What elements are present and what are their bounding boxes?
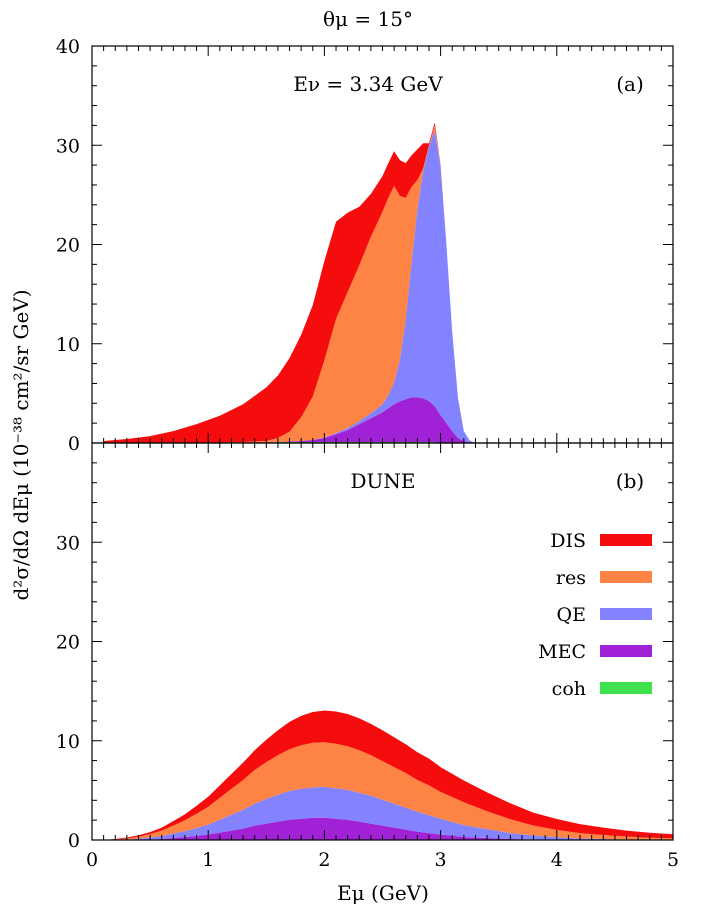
legend-swatch-QE: [600, 608, 652, 620]
legend-swatch-coh: [600, 682, 652, 694]
x-tick-label: 5: [667, 849, 679, 871]
area-DIS-panel-a: [103, 122, 476, 444]
y-tick-label: 40: [56, 36, 80, 58]
panel-b: 0 10 20 30 0 1 2 3 4 5 DUNE (b): [56, 442, 679, 871]
y-tick-label: 30: [56, 135, 80, 157]
y-tick-label: 0: [68, 830, 80, 852]
area-res-panel-a: [103, 125, 476, 444]
y-tick-label: 20: [56, 632, 80, 654]
y-tick-label: 10: [56, 334, 80, 356]
y-tick-label: 0: [68, 433, 80, 455]
legend-label-QE: QE: [557, 604, 586, 626]
legend-swatch-MEC: [600, 645, 652, 657]
legend-swatch-DIS: [600, 534, 652, 546]
legend-label-DIS: DIS: [550, 530, 586, 552]
panel-annotation: DUNE: [351, 469, 416, 493]
y-tick-label: 30: [56, 532, 80, 554]
area-res-panel-b: [103, 742, 674, 840]
x-axis-title: Eμ (GeV): [337, 881, 429, 905]
x-tick-label: 2: [318, 849, 330, 871]
legend-label-MEC: MEC: [538, 641, 586, 663]
area-MEC-panel-b: [103, 817, 674, 840]
legend: DIS res QE MEC coh: [538, 530, 652, 700]
x-tick-label: 3: [435, 849, 447, 871]
panel-label: (b): [616, 469, 644, 493]
y-tick-label: 20: [56, 235, 80, 257]
panel-a: 0 10 20 30 40 Eν = 3.34 GeV (a): [56, 36, 674, 455]
area-QE-panel-a: [103, 130, 476, 443]
figure-title: θμ = 15°: [323, 7, 413, 31]
panel-annotation: Eν = 3.34 GeV: [293, 72, 443, 96]
y-axis-title: d²σ/dΩ dEμ (10⁻³⁸ cm²/sr GeV): [9, 289, 33, 600]
area-QE-panel-b: [103, 786, 674, 840]
x-tick-label: 0: [86, 849, 98, 871]
legend-label-res: res: [556, 567, 586, 589]
area-MEC-panel-a: [103, 397, 476, 443]
x-tick-label: 4: [551, 849, 563, 871]
y-tick-label: 10: [56, 731, 80, 753]
x-tick-label: 1: [202, 849, 214, 871]
panel-label: (a): [616, 72, 644, 96]
legend-swatch-res: [600, 571, 652, 583]
area-DIS-panel-b: [103, 710, 674, 840]
legend-label-coh: coh: [552, 678, 586, 700]
